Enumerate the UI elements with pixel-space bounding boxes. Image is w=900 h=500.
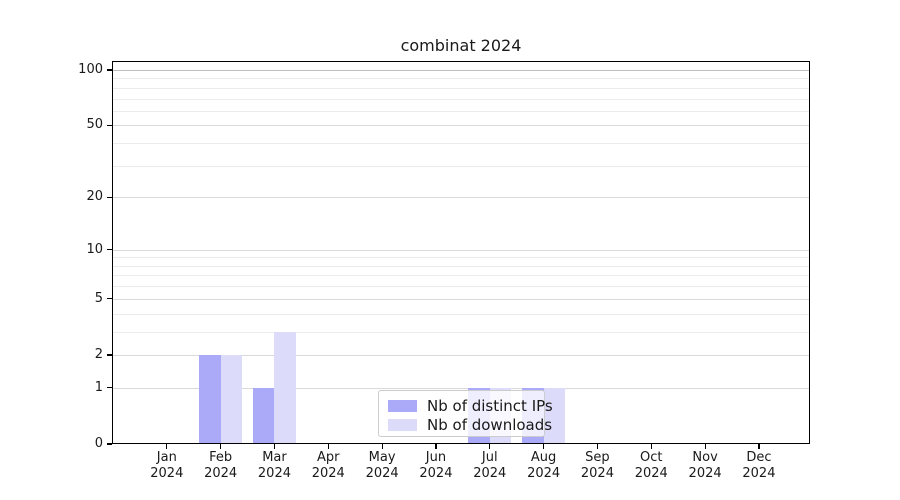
major-gridline — [112, 387, 810, 389]
y-tick-mark — [106, 69, 112, 71]
major-gridline — [112, 298, 810, 300]
x-tick-label-oct: Oct 2024 — [634, 450, 668, 481]
x-tick-mark — [166, 444, 168, 449]
y-tick-label: 1 — [94, 379, 103, 395]
minor-gridline — [112, 87, 810, 89]
x-tick-mark — [650, 444, 652, 449]
minor-gridline — [112, 265, 810, 267]
minor-gridline — [112, 275, 810, 277]
x-tick-label-jul: Jul 2024 — [473, 450, 507, 481]
bar-distinct-ips-feb — [199, 354, 221, 444]
legend-label-distinct-ips: Nb of distinct IPs — [427, 396, 553, 415]
x-tick-mark — [381, 444, 383, 449]
minor-gridline — [112, 78, 810, 80]
legend-label-downloads: Nb of downloads — [427, 415, 553, 434]
x-tick-mark — [596, 444, 599, 449]
minor-gridline — [112, 286, 810, 288]
x-tick-mark — [220, 444, 222, 449]
major-gridline — [112, 125, 810, 127]
x-tick-mark — [704, 444, 706, 449]
x-tick-mark — [327, 444, 329, 449]
major-gridline — [112, 354, 810, 356]
x-tick-mark — [435, 444, 437, 449]
minor-gridline — [112, 110, 810, 112]
minor-gridline — [112, 331, 810, 333]
x-tick-label-mar: Mar 2024 — [257, 450, 291, 481]
major-gridline — [112, 249, 810, 251]
x-tick-label-nov: Nov 2024 — [688, 450, 722, 481]
x-tick-label-feb: Feb 2024 — [204, 450, 238, 481]
x-tick-label-apr: Apr 2024 — [311, 450, 345, 481]
legend-item-distinct-ips: Nb of distinct IPs — [388, 396, 553, 415]
x-tick-label-may: May 2024 — [365, 450, 399, 481]
y-tick-mark — [106, 196, 112, 198]
legend-item-downloads: Nb of downloads — [388, 415, 552, 434]
y-tick-mark — [106, 354, 112, 356]
y-tick-mark — [106, 249, 112, 251]
legend: Nb of distinct IPs Nb of downloads — [378, 390, 553, 437]
y-tick-mark — [106, 298, 112, 300]
y-tick-label: 100 — [78, 61, 103, 77]
bar-downloads-feb — [220, 354, 243, 444]
bar-distinct-ips-mar — [252, 387, 275, 444]
x-tick-label-jan: Jan 2024 — [150, 450, 184, 481]
minor-gridline — [112, 165, 810, 167]
y-tick-label: 5 — [94, 290, 103, 306]
distinct-ips-swatch-icon — [388, 399, 417, 412]
minor-gridline — [112, 143, 810, 145]
x-tick-mark — [273, 444, 276, 449]
y-tick-label: 10 — [86, 241, 103, 257]
y-tick-label: 50 — [86, 117, 103, 133]
y-tick-label: 0 — [94, 436, 103, 451]
major-gridline — [112, 197, 810, 199]
major-gridline — [112, 69, 810, 71]
x-tick-label-dec: Dec 2024 — [742, 450, 776, 481]
x-tick-mark — [543, 444, 545, 449]
plot-area — [112, 61, 810, 444]
x-tick-label-jun: Jun 2024 — [419, 450, 453, 481]
minor-gridline — [112, 257, 810, 259]
y-tick-mark — [106, 387, 112, 389]
x-tick-mark — [758, 444, 760, 449]
y-tick-label: 2 — [94, 346, 103, 362]
y-tick-mark — [106, 124, 112, 126]
chart-title: combinat 2024 — [400, 36, 522, 55]
y-tick-label: 20 — [86, 189, 103, 205]
x-tick-mark — [489, 444, 491, 449]
x-tick-label-aug: Aug 2024 — [527, 450, 561, 481]
bar-downloads-aug — [543, 387, 566, 444]
bar-downloads-mar — [274, 331, 296, 444]
downloads-swatch-icon — [388, 418, 417, 431]
x-tick-label-sep: Sep 2024 — [580, 450, 614, 481]
minor-gridline — [112, 98, 810, 100]
y-tick-mark — [106, 443, 112, 445]
minor-gridline — [112, 313, 810, 315]
